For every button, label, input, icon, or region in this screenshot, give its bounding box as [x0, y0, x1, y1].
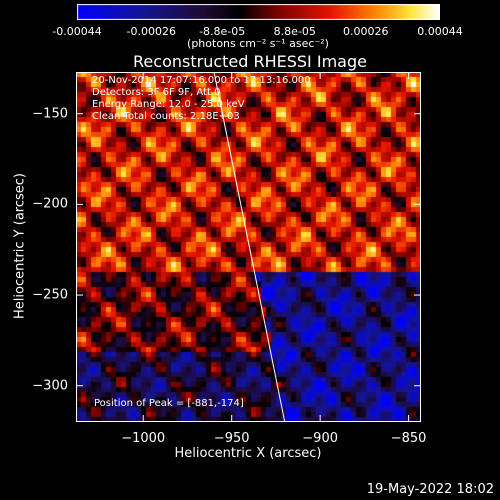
info-counts: Clean Total counts: 2.18E+03 — [92, 111, 240, 122]
y-tick-label: −150 — [32, 106, 68, 122]
x-tick-label: −1000 — [121, 431, 166, 446]
colorbar-units: (photons cm⁻² s⁻¹ asec⁻²) — [187, 37, 329, 50]
footer-date: 19-May-2022 18:02 — [366, 482, 494, 497]
heatmap-plot — [76, 72, 421, 422]
x-tick-label: −950 — [213, 431, 250, 446]
x-tick-label: −900 — [302, 431, 338, 446]
info-detectors: Detectors: 3F 6F 9F, Att 0 — [92, 87, 221, 98]
colorbar — [77, 4, 440, 20]
plot-frame — [76, 72, 421, 422]
chart-title: Reconstructed RHESSI Image — [133, 52, 367, 71]
colorbar-tick-label: 8.8e-05 — [273, 25, 316, 38]
info-energy-range: Energy Range: 12.0 - 25.0 keV — [92, 99, 245, 110]
peak-position: Position of Peak = [-881,-174] — [94, 398, 244, 409]
colorbar-tick-label: -0.00044 — [52, 25, 102, 38]
y-tick-label: −200 — [32, 196, 68, 212]
x-axis-label: Heliocentric X (arcsec) — [174, 446, 322, 461]
y-tick-label: −300 — [32, 378, 68, 394]
plot-overlay — [76, 72, 421, 422]
colorbar-tick-label: -8.8e-05 — [199, 25, 246, 38]
axis-tick-marks — [76, 72, 421, 422]
colorbar-tick-label: -0.00026 — [126, 25, 176, 38]
info-time-range: 20-Nov-2014 17:07:16.000 to 17:13:16.000 — [92, 75, 311, 86]
colorbar-tick-label: 0.00044 — [417, 25, 463, 38]
y-axis-label: Heliocentric Y (arcsec) — [12, 173, 28, 319]
colorbar-tick-label: 0.00026 — [343, 25, 389, 38]
limb-line — [213, 72, 286, 422]
y-tick-label: −250 — [32, 287, 68, 303]
x-tick-label: −850 — [390, 431, 427, 446]
